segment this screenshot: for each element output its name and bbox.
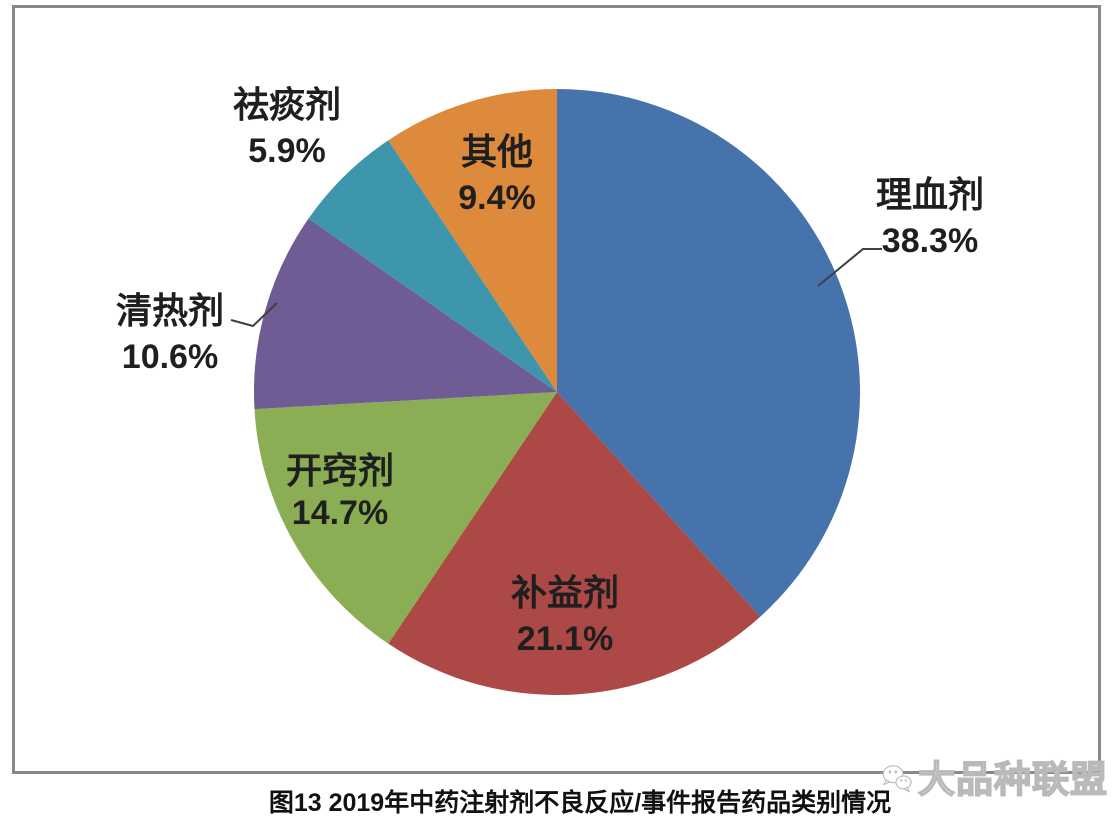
label-qingreji: 清热剂 10.6% — [90, 288, 250, 380]
pie-slice-5 — [388, 89, 557, 392]
slice-name: 祛痰剂 — [232, 84, 341, 125]
pie-slice-3 — [253, 218, 557, 410]
label-buyiji: 补益剂 21.1% — [485, 570, 645, 662]
pie-slice-0 — [557, 89, 861, 617]
pie-slices — [253, 89, 861, 696]
pie-slice-2 — [254, 392, 558, 644]
figure-caption: 图13 2019年中药注射剂不良反应/事件报告药品类别情况 — [268, 789, 892, 817]
slice-percent: 21.1% — [516, 620, 614, 658]
label-qita: 其他 9.4% — [417, 129, 577, 221]
slice-name: 补益剂 — [510, 572, 619, 613]
pie-slice-1 — [388, 392, 761, 696]
watermark: 大品种联盟 — [878, 742, 1108, 810]
slice-name: 其他 — [460, 131, 533, 172]
label-lixueji: 理血剂 38.3% — [850, 172, 1010, 264]
wechat-icon — [882, 765, 912, 793]
slice-percent: 14.7% — [291, 494, 389, 532]
slice-name: 清热剂 — [115, 290, 224, 331]
slice-percent: 38.3% — [881, 222, 979, 260]
slice-name: 开窍剂 — [285, 450, 394, 491]
label-qutanji: 祛痰剂 5.9% — [207, 82, 367, 174]
watermark-text: 大品种联盟 — [917, 758, 1108, 801]
slice-percent: 5.9% — [248, 132, 326, 170]
slice-percent: 9.4% — [458, 179, 536, 217]
slice-name: 理血剂 — [875, 174, 984, 215]
pie-slice-4 — [308, 140, 557, 392]
slice-percent: 10.6% — [121, 338, 219, 376]
leader-line-lixueji — [817, 248, 882, 287]
leader-line-qingreji — [230, 302, 278, 328]
label-kaiqiaoji: 开窍剂 14.7% — [260, 450, 420, 534]
